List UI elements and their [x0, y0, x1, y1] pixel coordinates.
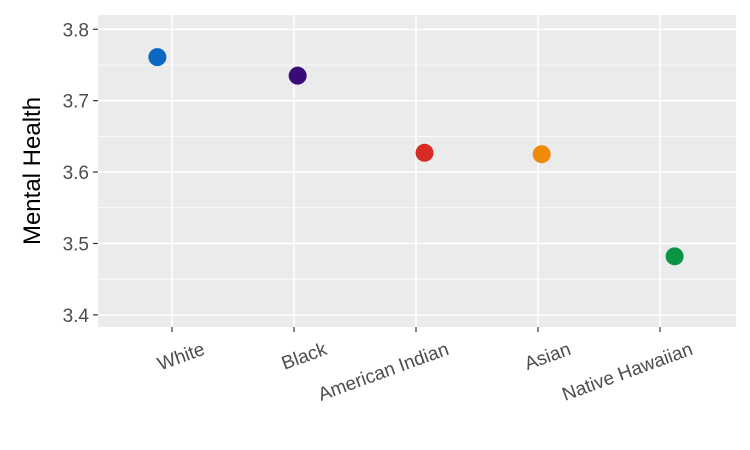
data-point-white	[148, 48, 167, 67]
y-tick-label: 3.6	[63, 163, 89, 184]
y-tick-label: 3.5	[63, 234, 89, 255]
data-point-black	[288, 66, 307, 85]
x-tick-label: American Indian	[316, 339, 452, 406]
x-tick-label: White	[155, 339, 208, 375]
plot-panel	[98, 15, 736, 327]
data-point-native-hawaiian	[665, 247, 684, 266]
data-point-american-indian	[415, 143, 434, 162]
y-axis-title: Mental Health	[19, 97, 46, 245]
data-point-asian	[532, 145, 551, 164]
y-tick-label: 3.4	[63, 306, 90, 327]
x-tick-label: Asian	[522, 339, 574, 375]
y-tick-label: 3.8	[63, 20, 89, 41]
y-tick-label: 3.7	[63, 92, 89, 113]
x-tick-label: Native Hawaiian	[560, 339, 696, 406]
grid-lines	[98, 15, 736, 327]
data-points	[148, 48, 684, 266]
x-tick-label: Black	[279, 339, 330, 375]
y-axis: 3.4 3.5 3.6 3.7 3.8	[63, 20, 98, 327]
